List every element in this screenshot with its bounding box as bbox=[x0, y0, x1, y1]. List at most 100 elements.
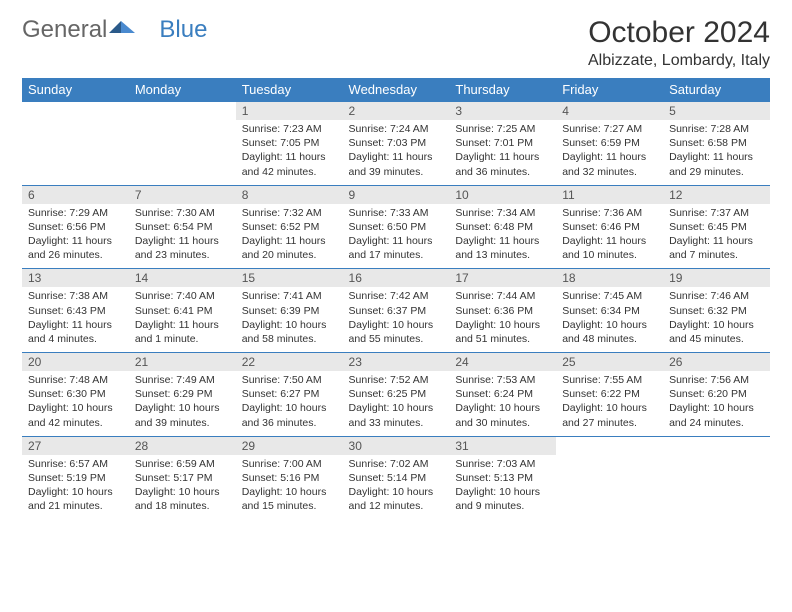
calendar-cell bbox=[556, 436, 663, 519]
cell-body: Sunrise: 7:34 AMSunset: 6:48 PMDaylight:… bbox=[449, 204, 556, 269]
month-title: October 2024 bbox=[588, 16, 770, 50]
calendar-cell: 29Sunrise: 7:00 AMSunset: 5:16 PMDayligh… bbox=[236, 436, 343, 519]
cell-body: Sunrise: 7:33 AMSunset: 6:50 PMDaylight:… bbox=[343, 204, 450, 269]
day-header: Monday bbox=[129, 78, 236, 102]
calendar-cell: 15Sunrise: 7:41 AMSunset: 6:39 PMDayligh… bbox=[236, 269, 343, 353]
day-number: 11 bbox=[556, 186, 663, 204]
calendar-cell: 20Sunrise: 7:48 AMSunset: 6:30 PMDayligh… bbox=[22, 353, 129, 437]
calendar-cell bbox=[663, 436, 770, 519]
calendar-cell: 10Sunrise: 7:34 AMSunset: 6:48 PMDayligh… bbox=[449, 185, 556, 269]
day-number: 15 bbox=[236, 269, 343, 287]
cell-body: Sunrise: 7:36 AMSunset: 6:46 PMDaylight:… bbox=[556, 204, 663, 269]
cell-body: Sunrise: 7:30 AMSunset: 6:54 PMDaylight:… bbox=[129, 204, 236, 269]
calendar-cell bbox=[22, 102, 129, 186]
cell-body: Sunrise: 7:45 AMSunset: 6:34 PMDaylight:… bbox=[556, 287, 663, 352]
cell-body: Sunrise: 7:48 AMSunset: 6:30 PMDaylight:… bbox=[22, 371, 129, 436]
day-number: 18 bbox=[556, 269, 663, 287]
day-number: 30 bbox=[343, 437, 450, 455]
calendar-week: 27Sunrise: 6:57 AMSunset: 5:19 PMDayligh… bbox=[22, 436, 770, 519]
calendar-cell: 31Sunrise: 7:03 AMSunset: 5:13 PMDayligh… bbox=[449, 436, 556, 519]
cell-body: Sunrise: 7:53 AMSunset: 6:24 PMDaylight:… bbox=[449, 371, 556, 436]
calendar-cell: 13Sunrise: 7:38 AMSunset: 6:43 PMDayligh… bbox=[22, 269, 129, 353]
day-number: 29 bbox=[236, 437, 343, 455]
day-number: 31 bbox=[449, 437, 556, 455]
calendar-cell: 7Sunrise: 7:30 AMSunset: 6:54 PMDaylight… bbox=[129, 185, 236, 269]
cell-body: Sunrise: 6:59 AMSunset: 5:17 PMDaylight:… bbox=[129, 455, 236, 520]
cell-body: Sunrise: 7:44 AMSunset: 6:36 PMDaylight:… bbox=[449, 287, 556, 352]
calendar-body: 1Sunrise: 7:23 AMSunset: 7:05 PMDaylight… bbox=[22, 102, 770, 520]
cell-body: Sunrise: 7:29 AMSunset: 6:56 PMDaylight:… bbox=[22, 204, 129, 269]
logo-text-2: Blue bbox=[159, 16, 207, 44]
calendar-cell: 8Sunrise: 7:32 AMSunset: 6:52 PMDaylight… bbox=[236, 185, 343, 269]
logo-icon bbox=[109, 16, 135, 44]
calendar-cell: 18Sunrise: 7:45 AMSunset: 6:34 PMDayligh… bbox=[556, 269, 663, 353]
calendar-table: SundayMondayTuesdayWednesdayThursdayFrid… bbox=[22, 78, 770, 519]
cell-body: Sunrise: 7:28 AMSunset: 6:58 PMDaylight:… bbox=[663, 120, 770, 185]
logo-text-1: General bbox=[22, 16, 107, 44]
day-header: Tuesday bbox=[236, 78, 343, 102]
calendar-cell: 23Sunrise: 7:52 AMSunset: 6:25 PMDayligh… bbox=[343, 353, 450, 437]
cell-body: Sunrise: 7:55 AMSunset: 6:22 PMDaylight:… bbox=[556, 371, 663, 436]
day-number: 14 bbox=[129, 269, 236, 287]
day-number: 9 bbox=[343, 186, 450, 204]
logo: General Blue bbox=[22, 16, 207, 44]
day-number: 20 bbox=[22, 353, 129, 371]
cell-body: Sunrise: 7:40 AMSunset: 6:41 PMDaylight:… bbox=[129, 287, 236, 352]
day-number: 17 bbox=[449, 269, 556, 287]
day-number: 10 bbox=[449, 186, 556, 204]
day-number: 27 bbox=[22, 437, 129, 455]
cell-body: Sunrise: 7:42 AMSunset: 6:37 PMDaylight:… bbox=[343, 287, 450, 352]
day-number: 3 bbox=[449, 102, 556, 120]
calendar-cell: 22Sunrise: 7:50 AMSunset: 6:27 PMDayligh… bbox=[236, 353, 343, 437]
cell-body: Sunrise: 7:32 AMSunset: 6:52 PMDaylight:… bbox=[236, 204, 343, 269]
calendar-cell bbox=[129, 102, 236, 186]
calendar-cell: 19Sunrise: 7:46 AMSunset: 6:32 PMDayligh… bbox=[663, 269, 770, 353]
day-number: 24 bbox=[449, 353, 556, 371]
location: Albizzate, Lombardy, Italy bbox=[588, 52, 770, 70]
day-number: 1 bbox=[236, 102, 343, 120]
cell-body: Sunrise: 7:37 AMSunset: 6:45 PMDaylight:… bbox=[663, 204, 770, 269]
calendar-cell: 21Sunrise: 7:49 AMSunset: 6:29 PMDayligh… bbox=[129, 353, 236, 437]
day-number: 28 bbox=[129, 437, 236, 455]
calendar-cell: 3Sunrise: 7:25 AMSunset: 7:01 PMDaylight… bbox=[449, 102, 556, 186]
day-number: 25 bbox=[556, 353, 663, 371]
day-number: 2 bbox=[343, 102, 450, 120]
day-number: 22 bbox=[236, 353, 343, 371]
day-number: 5 bbox=[663, 102, 770, 120]
calendar-week: 6Sunrise: 7:29 AMSunset: 6:56 PMDaylight… bbox=[22, 185, 770, 269]
calendar-cell: 6Sunrise: 7:29 AMSunset: 6:56 PMDaylight… bbox=[22, 185, 129, 269]
cell-body: Sunrise: 7:46 AMSunset: 6:32 PMDaylight:… bbox=[663, 287, 770, 352]
cell-body: Sunrise: 7:41 AMSunset: 6:39 PMDaylight:… bbox=[236, 287, 343, 352]
cell-body: Sunrise: 7:23 AMSunset: 7:05 PMDaylight:… bbox=[236, 120, 343, 185]
calendar-cell: 12Sunrise: 7:37 AMSunset: 6:45 PMDayligh… bbox=[663, 185, 770, 269]
day-header: Thursday bbox=[449, 78, 556, 102]
calendar-cell: 1Sunrise: 7:23 AMSunset: 7:05 PMDaylight… bbox=[236, 102, 343, 186]
day-number: 6 bbox=[22, 186, 129, 204]
calendar-cell: 25Sunrise: 7:55 AMSunset: 6:22 PMDayligh… bbox=[556, 353, 663, 437]
cell-body: Sunrise: 7:02 AMSunset: 5:14 PMDaylight:… bbox=[343, 455, 450, 520]
day-number: 21 bbox=[129, 353, 236, 371]
cell-body: Sunrise: 7:27 AMSunset: 6:59 PMDaylight:… bbox=[556, 120, 663, 185]
calendar-week: 1Sunrise: 7:23 AMSunset: 7:05 PMDaylight… bbox=[22, 102, 770, 186]
calendar-cell: 11Sunrise: 7:36 AMSunset: 6:46 PMDayligh… bbox=[556, 185, 663, 269]
title-block: October 2024 Albizzate, Lombardy, Italy bbox=[588, 16, 770, 70]
day-header: Sunday bbox=[22, 78, 129, 102]
cell-body: Sunrise: 7:25 AMSunset: 7:01 PMDaylight:… bbox=[449, 120, 556, 185]
calendar-cell: 28Sunrise: 6:59 AMSunset: 5:17 PMDayligh… bbox=[129, 436, 236, 519]
day-number: 4 bbox=[556, 102, 663, 120]
calendar-cell: 30Sunrise: 7:02 AMSunset: 5:14 PMDayligh… bbox=[343, 436, 450, 519]
day-number: 19 bbox=[663, 269, 770, 287]
calendar-head: SundayMondayTuesdayWednesdayThursdayFrid… bbox=[22, 78, 770, 102]
cell-body: Sunrise: 7:03 AMSunset: 5:13 PMDaylight:… bbox=[449, 455, 556, 520]
header: General Blue October 2024 Albizzate, Lom… bbox=[22, 16, 770, 70]
cell-body: Sunrise: 7:00 AMSunset: 5:16 PMDaylight:… bbox=[236, 455, 343, 520]
day-header: Wednesday bbox=[343, 78, 450, 102]
day-number: 26 bbox=[663, 353, 770, 371]
day-number: 8 bbox=[236, 186, 343, 204]
cell-body: Sunrise: 7:50 AMSunset: 6:27 PMDaylight:… bbox=[236, 371, 343, 436]
cell-body: Sunrise: 7:52 AMSunset: 6:25 PMDaylight:… bbox=[343, 371, 450, 436]
cell-body: Sunrise: 7:24 AMSunset: 7:03 PMDaylight:… bbox=[343, 120, 450, 185]
cell-body: Sunrise: 7:49 AMSunset: 6:29 PMDaylight:… bbox=[129, 371, 236, 436]
calendar-cell: 17Sunrise: 7:44 AMSunset: 6:36 PMDayligh… bbox=[449, 269, 556, 353]
day-number: 13 bbox=[22, 269, 129, 287]
